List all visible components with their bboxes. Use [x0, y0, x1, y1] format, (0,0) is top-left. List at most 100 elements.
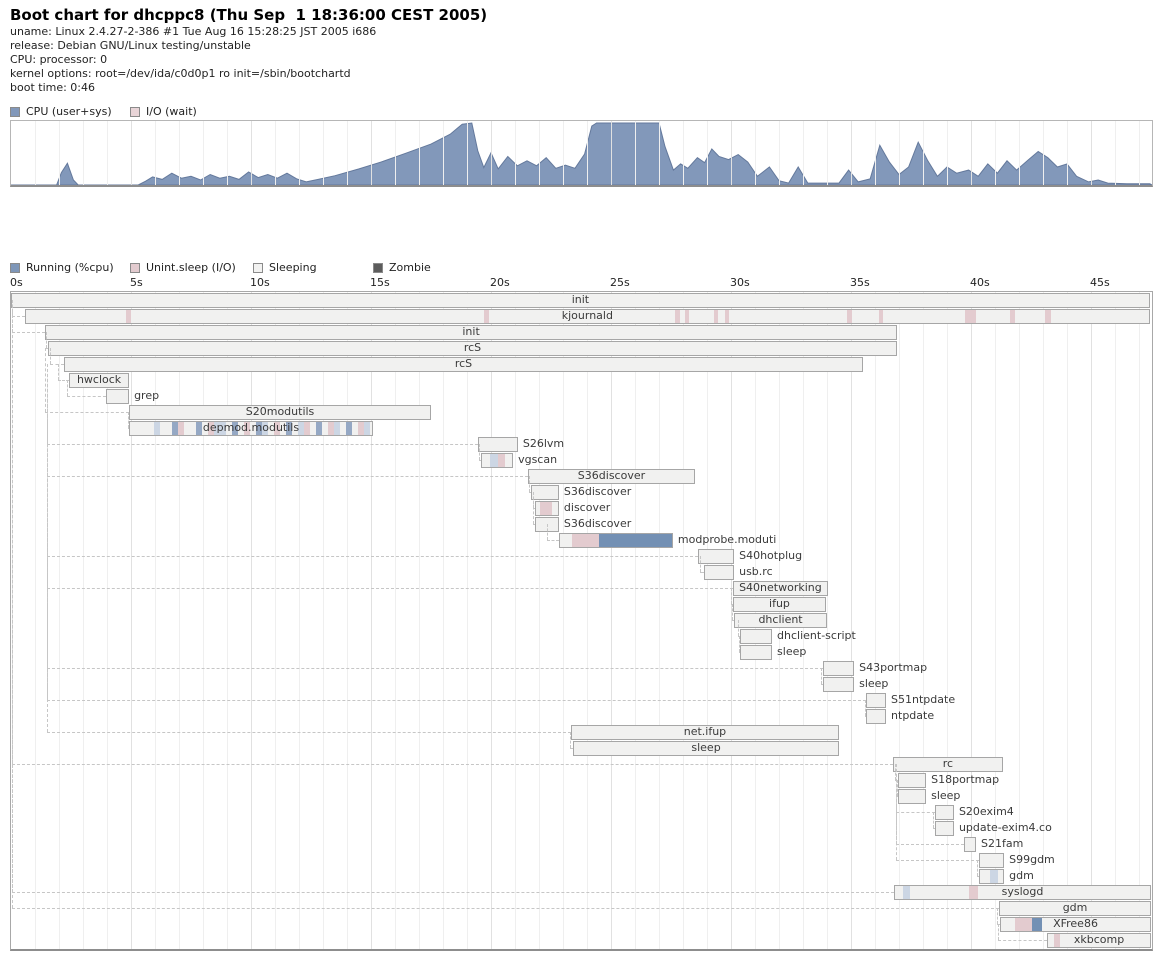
- tick-label: 35s: [850, 276, 870, 289]
- tree-connector-vertical: [50, 348, 52, 364]
- process-label: ifup: [769, 597, 790, 610]
- cpu-legend-item-io: I/O (wait): [130, 106, 197, 118]
- tick-label: 20s: [490, 276, 510, 289]
- gridline: [779, 121, 780, 185]
- running-swatch-icon: [10, 263, 20, 273]
- tick-label: 15s: [370, 276, 390, 289]
- legend-item-unint-sleep: Unint.sleep (I/O): [130, 262, 236, 274]
- gridline: [731, 292, 732, 949]
- process-label: net.ifup: [683, 725, 727, 738]
- tree-connector-vertical: [737, 620, 739, 636]
- tree-connector-horizontal: [11, 332, 46, 333]
- process-label: rcS: [463, 341, 482, 354]
- process-label: dhclient-script: [777, 629, 856, 642]
- process-bar-depmod.modutils: [129, 421, 373, 436]
- gridline: [419, 292, 420, 949]
- process-bar-dhclient: [734, 613, 827, 628]
- process-state-segment: [172, 422, 179, 435]
- tree-connector-vertical: [731, 604, 733, 620]
- gridline: [443, 292, 444, 949]
- process-label: sleep: [777, 645, 807, 658]
- tick-label: 0s: [10, 276, 23, 289]
- gridline: [1115, 292, 1116, 949]
- tree-connector-horizontal: [46, 348, 48, 349]
- process-bar-S18portmap: [898, 773, 927, 788]
- gridline: [587, 292, 588, 949]
- gridline: [755, 121, 756, 185]
- process-state-segment: [965, 310, 976, 323]
- gridline: [995, 121, 996, 185]
- tree-connector-vertical: [821, 668, 822, 684]
- tree-connector-horizontal: [11, 316, 25, 317]
- process-bar-S51ntpdate: [866, 693, 887, 708]
- tree-connector-horizontal: [897, 796, 899, 797]
- process-state-segment: [675, 310, 680, 323]
- process-state-segment: [1014, 918, 1032, 931]
- gridline: [707, 292, 708, 949]
- gridline: [707, 121, 708, 185]
- gridline: [1091, 292, 1092, 949]
- process-state-segment: [316, 422, 323, 435]
- gridline: [875, 292, 876, 949]
- gridline: [347, 121, 348, 185]
- cpu-usersys-swatch-icon: [10, 107, 20, 117]
- process-bar-usb.rc: [704, 565, 735, 580]
- gridline: [923, 292, 924, 949]
- process-bar-rcS: [64, 357, 863, 372]
- gridline: [107, 292, 108, 949]
- tree-connector-horizontal: [533, 524, 535, 525]
- process-state-segment: [214, 422, 227, 435]
- tree-connector-horizontal: [47, 732, 571, 733]
- process-state-segment: [1032, 918, 1043, 931]
- process-label: S36discover: [563, 517, 632, 530]
- process-state-segment: [879, 310, 883, 323]
- process-state-segment: [540, 502, 552, 515]
- process-state-segment: [196, 422, 203, 435]
- process-bar-hwclock: [69, 373, 130, 388]
- process-bar-S20exim4: [935, 805, 954, 820]
- gridline: [803, 121, 804, 185]
- process-state-segment: [990, 870, 998, 883]
- gridline: [323, 121, 324, 185]
- gridline: [851, 292, 852, 949]
- gridline: [899, 292, 900, 949]
- legend-item-running: Running (%cpu): [10, 262, 114, 274]
- legend-item-zombie: Zombie: [373, 262, 431, 274]
- tree-connector-horizontal: [933, 828, 935, 829]
- process-label: vgscan: [518, 453, 558, 466]
- tree-connector-horizontal: [864, 716, 867, 717]
- tree-connector-horizontal: [50, 364, 65, 365]
- process-state-segment: [490, 454, 498, 467]
- process-bar-ifup: [732, 597, 827, 612]
- process-label: init: [462, 325, 480, 338]
- gridline: [971, 121, 972, 185]
- cpu-area-plot: [11, 122, 1152, 185]
- process-state-segment: [1009, 310, 1015, 323]
- info-line-uname: uname: Linux 2.4.27-2-386 #1 Tue Aug 16 …: [10, 25, 377, 38]
- process-bar-ntpdate: [866, 709, 887, 724]
- process-bar-init: [11, 293, 1150, 308]
- gridline: [971, 292, 972, 949]
- gridline: [131, 292, 132, 949]
- gridline: [899, 121, 900, 185]
- tree-connector-vertical: [479, 444, 480, 460]
- gridline: [83, 121, 84, 185]
- process-label: modprobe.moduti: [677, 533, 777, 546]
- process-bar-syslogd: [893, 885, 1151, 900]
- process-label: S40hotplug: [739, 549, 803, 562]
- process-state-segment: [286, 422, 293, 435]
- tree-connector-horizontal: [896, 860, 979, 861]
- info-line-kernel-options: kernel options: root=/dev/ida/c0d0p1 ro …: [10, 67, 351, 80]
- process-state-segment: [256, 422, 263, 435]
- gridline: [683, 292, 684, 949]
- tree-connector-horizontal: [821, 684, 823, 685]
- gridline: [395, 292, 396, 949]
- process-label: gdm: [1062, 901, 1088, 914]
- tree-connector-horizontal: [47, 556, 699, 557]
- process-state-segment: [364, 422, 371, 435]
- gridline: [1067, 292, 1068, 949]
- gridline: [1091, 121, 1092, 185]
- process-bar-sleep: [573, 741, 839, 756]
- process-label: syslogd: [1001, 885, 1044, 898]
- process-label: gdm: [1009, 869, 1034, 882]
